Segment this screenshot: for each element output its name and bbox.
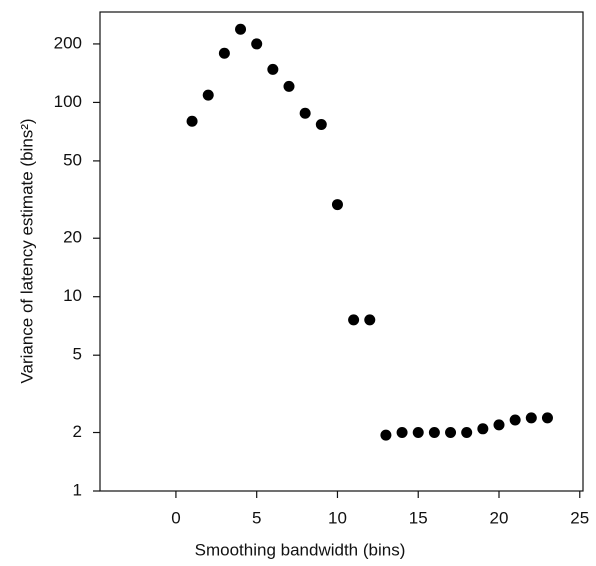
x-tick-label: 20 bbox=[490, 508, 509, 527]
point bbox=[493, 419, 505, 431]
plot-frame bbox=[99, 11, 584, 492]
y-tick-label: 50 bbox=[63, 150, 82, 169]
x-tick-label: 15 bbox=[409, 508, 428, 527]
x-tick-label: 5 bbox=[252, 508, 261, 527]
point bbox=[541, 412, 553, 424]
point bbox=[186, 115, 198, 127]
x-tick-label: 10 bbox=[328, 508, 347, 527]
y-tick-label: 200 bbox=[54, 33, 82, 52]
point bbox=[525, 412, 537, 424]
y-tick-label: 100 bbox=[54, 92, 82, 111]
point bbox=[331, 199, 343, 211]
point bbox=[364, 314, 376, 326]
y-tick-label: 10 bbox=[63, 286, 82, 305]
point bbox=[477, 423, 489, 435]
point bbox=[348, 314, 360, 326]
point bbox=[299, 107, 311, 119]
x-tick-label: 0 bbox=[171, 508, 180, 527]
point bbox=[428, 427, 440, 439]
point bbox=[283, 80, 295, 92]
x-axis-label: Smoothing bandwidth (bins) bbox=[195, 540, 406, 559]
point bbox=[412, 427, 424, 439]
y-tick-label: 5 bbox=[73, 345, 82, 364]
y-axis-label: Variance of latency estimate (bins²) bbox=[17, 118, 36, 383]
point bbox=[218, 47, 230, 59]
point bbox=[267, 63, 279, 75]
y-tick-label: 20 bbox=[63, 228, 82, 247]
point bbox=[202, 89, 214, 101]
point bbox=[509, 414, 521, 426]
point bbox=[461, 427, 473, 439]
point bbox=[380, 429, 392, 441]
y-tick-label: 2 bbox=[73, 422, 82, 441]
point bbox=[315, 118, 327, 130]
point bbox=[251, 38, 263, 50]
point bbox=[445, 427, 457, 439]
x-tick-label: 25 bbox=[570, 508, 589, 527]
y-tick-label: 1 bbox=[73, 480, 82, 499]
point bbox=[396, 427, 408, 439]
point bbox=[235, 23, 247, 35]
